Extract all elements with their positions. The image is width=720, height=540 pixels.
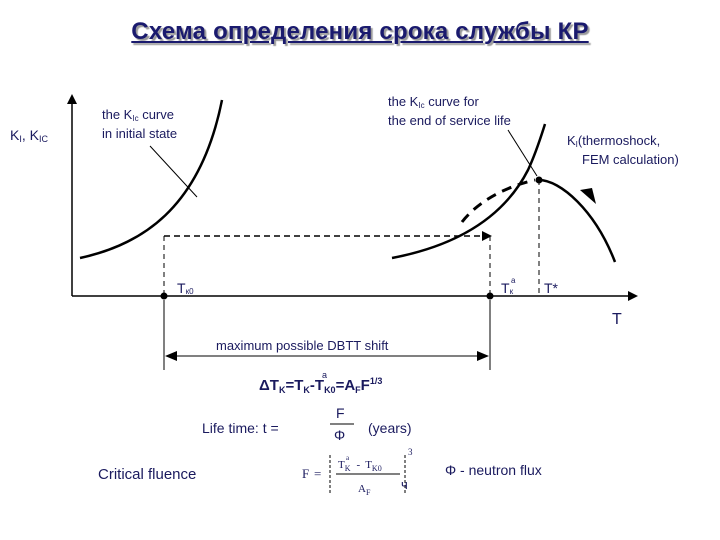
- tstar-label: T*: [544, 280, 559, 296]
- tka-point: [486, 292, 494, 300]
- initial-curve-leader: [149, 145, 198, 198]
- critical-fluence-label: Critical fluence: [98, 466, 196, 483]
- crit-bracket-mark: ч: [401, 477, 408, 492]
- end-curve-leader: [507, 129, 538, 177]
- tk0-label: Tк0: [177, 280, 194, 296]
- x-axis-label: T: [612, 311, 622, 328]
- slide-title: Схема определения срока службы КР: [131, 18, 589, 45]
- delta-t-formula: ΔTK=TK-TK0=AFF1/3: [259, 376, 382, 395]
- tk0-point: [160, 292, 168, 300]
- critical-fluence-eq: =: [314, 466, 321, 481]
- tka-superscript: a: [511, 276, 516, 285]
- intersection-point: [535, 176, 543, 184]
- initial-curve-label: the KIc curve in initial state: [102, 107, 178, 141]
- thermoshock-label: KI(thermoshock, FEM calculation): [567, 133, 679, 167]
- kic-initial-curve: [79, 99, 224, 260]
- life-fraction-denominator: Φ: [334, 427, 345, 443]
- shift-arrow-right: [477, 351, 489, 361]
- kic-end-of-life-curve: [391, 123, 547, 260]
- ki-thermoshock-curve: [538, 178, 617, 263]
- delta-t-superscript: a: [322, 370, 327, 380]
- kic-dashed-shift-curve: [460, 178, 536, 223]
- crit-exponent: 3: [408, 447, 413, 457]
- crit-numerator-superscript: a: [346, 454, 350, 462]
- critical-fluence-F: F: [302, 466, 309, 481]
- thermoshock-arrow-head: [580, 188, 596, 204]
- life-units: (years): [368, 420, 412, 436]
- tka-label: Tк: [501, 280, 514, 296]
- end-curve-label: the KIc curve for the end of service lif…: [388, 94, 511, 128]
- crit-numerator: TK - TK0: [338, 459, 382, 473]
- dashed-connector-arrowhead: [482, 231, 492, 241]
- shift-arrow-left: [165, 351, 177, 361]
- y-axis-label: KI, KIC: [10, 127, 48, 144]
- crit-denominator: AF: [358, 483, 371, 497]
- life-time-label: Life time: t =: [202, 420, 279, 436]
- neutron-flux-note: Φ - neutron flux: [445, 462, 542, 478]
- shift-label: maximum possible DBTT shift: [216, 338, 389, 353]
- life-fraction-numerator: F: [336, 405, 345, 421]
